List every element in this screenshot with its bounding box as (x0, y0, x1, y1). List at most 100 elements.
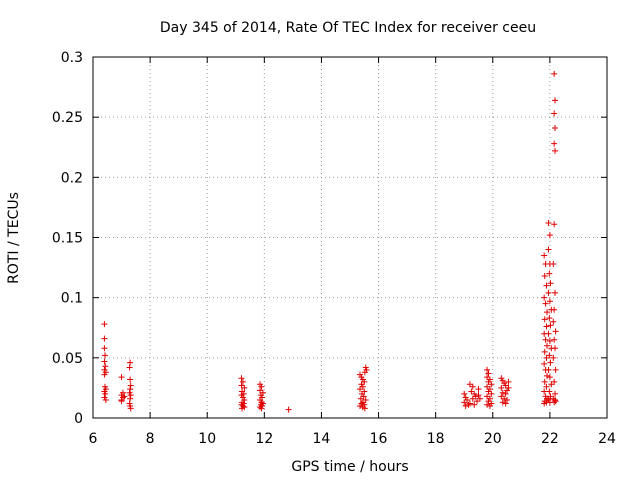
data-point (357, 395, 364, 402)
data-point (550, 260, 557, 267)
data-point (127, 386, 134, 393)
data-point (258, 405, 265, 412)
data-point (541, 252, 548, 259)
data-point (552, 345, 559, 352)
data-point (546, 388, 553, 395)
data-point (551, 221, 558, 228)
data-point (541, 273, 548, 280)
data-point (546, 270, 553, 277)
data-point (544, 342, 551, 349)
data-point (542, 300, 549, 307)
x-tick-label: 8 (146, 431, 155, 447)
data-point (541, 378, 548, 385)
data-point (127, 392, 134, 399)
data-point (101, 358, 108, 365)
data-point (552, 366, 559, 373)
data-point (545, 366, 552, 373)
data-point (546, 337, 553, 344)
data-point (126, 364, 133, 371)
y-axis-label: ROTI / TECUs (6, 192, 22, 284)
data-point (551, 70, 558, 77)
data-point (469, 395, 476, 402)
data-point (504, 396, 511, 403)
y-tick-label: 0.25 (52, 110, 83, 126)
data-point (546, 232, 553, 239)
axis-ticks (92, 56, 608, 419)
data-point (552, 398, 559, 405)
data-point (541, 348, 548, 355)
data-point (501, 395, 508, 402)
data-point (545, 330, 552, 337)
data-point (502, 390, 509, 397)
data-point (238, 375, 245, 382)
data-point (102, 390, 109, 397)
data-point (361, 369, 368, 376)
x-tick-label: 10 (198, 431, 216, 447)
data-point (488, 381, 495, 388)
x-tick-label: 14 (313, 431, 331, 447)
chart-title: Day 345 of 2014, Rate Of TEC Index for r… (160, 20, 536, 36)
data-point (127, 382, 134, 389)
data-points (101, 70, 559, 413)
data-point (545, 246, 552, 253)
data-point (544, 309, 551, 316)
x-tick-label: 24 (598, 431, 616, 447)
data-point (541, 400, 548, 407)
data-point (239, 405, 246, 412)
data-point (551, 110, 558, 117)
data-point (502, 400, 509, 407)
data-point (551, 306, 558, 313)
data-point (546, 352, 553, 359)
data-point (541, 388, 548, 395)
y-tick-labels: 0 0.05 0.1 0.15 0.2 0.25 0.3 (52, 50, 83, 427)
x-tick-label: 16 (370, 431, 388, 447)
data-point (499, 399, 506, 406)
data-point (552, 328, 559, 335)
data-point (547, 280, 554, 287)
data-point (541, 360, 548, 367)
data-point (488, 390, 495, 397)
data-point (241, 384, 248, 391)
data-point (541, 294, 548, 301)
y-tick-label: 0.05 (52, 351, 83, 367)
data-point (505, 378, 512, 385)
data-point (542, 336, 549, 343)
data-point (552, 390, 559, 397)
data-point (356, 386, 363, 393)
data-point (466, 400, 473, 407)
data-point (101, 345, 108, 352)
y-tick-label: 0.3 (61, 50, 83, 66)
data-point (498, 384, 505, 391)
data-point (361, 405, 368, 412)
data-point (462, 402, 469, 409)
data-point (461, 399, 468, 406)
data-point (544, 372, 551, 379)
data-point (461, 390, 468, 397)
data-point (546, 374, 553, 381)
data-point (551, 378, 558, 385)
data-point (551, 140, 558, 147)
x-tick-label: 6 (89, 431, 98, 447)
data-point (127, 405, 134, 412)
data-point (465, 401, 472, 408)
data-point (505, 384, 512, 391)
x-tick-label: 12 (255, 431, 273, 447)
data-point (475, 392, 482, 399)
data-point (102, 396, 109, 403)
data-point (101, 335, 108, 342)
y-tick-label: 0.15 (52, 231, 83, 247)
y-tick-label: 0 (74, 411, 83, 427)
data-point (239, 378, 246, 385)
data-point (545, 289, 552, 296)
data-point (484, 401, 491, 408)
data-point (547, 322, 554, 329)
data-point (118, 374, 125, 381)
grid-lines (93, 57, 607, 418)
data-point (551, 336, 558, 343)
data-point (476, 395, 483, 402)
data-point (541, 316, 548, 323)
y-tick-label: 0.1 (61, 291, 83, 307)
data-point (257, 404, 264, 411)
data-point (101, 352, 108, 359)
